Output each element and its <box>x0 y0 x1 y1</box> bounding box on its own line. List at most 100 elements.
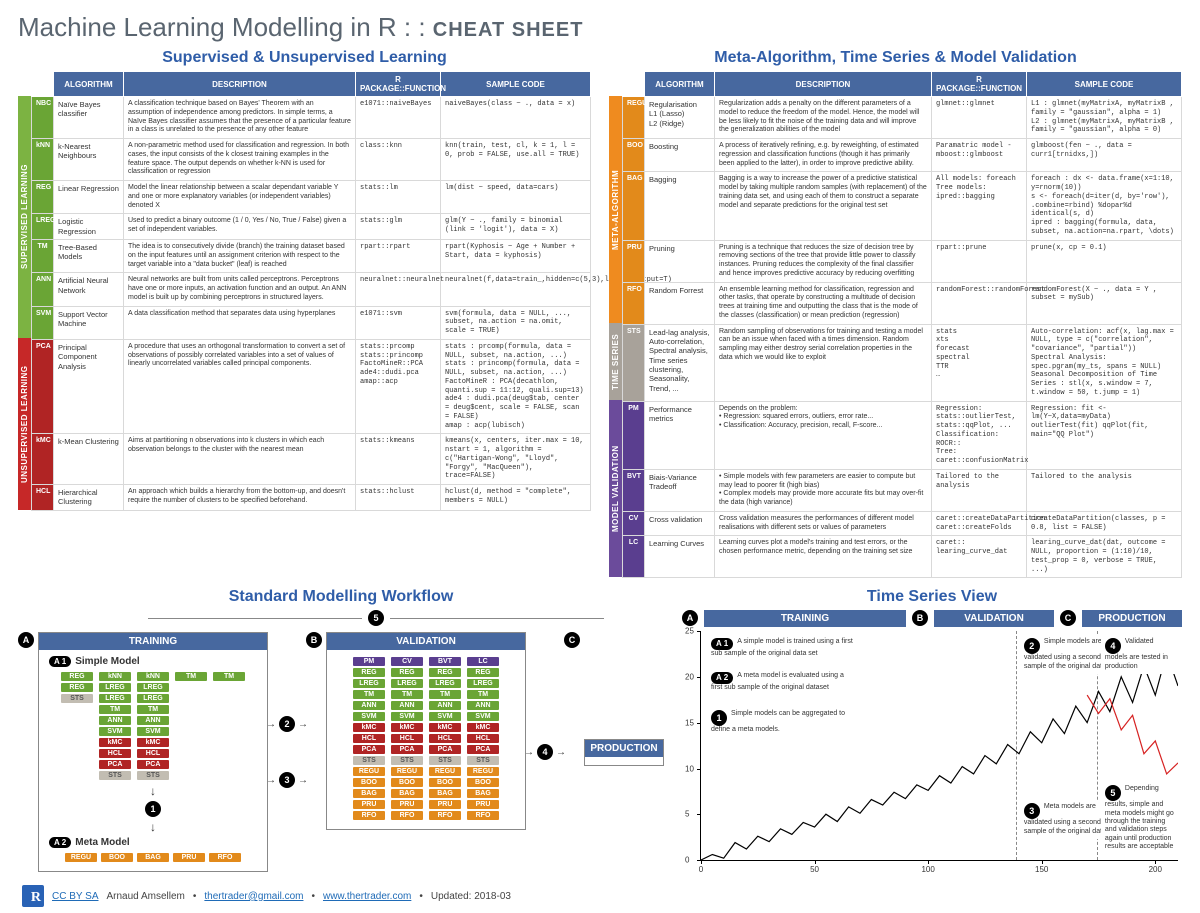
site-link[interactable]: www.thertrader.com <box>323 891 411 902</box>
col-algo: ALGORITHM <box>54 72 124 97</box>
pill-HCL: HCL <box>353 734 385 743</box>
row-code: knn(train, test, cl, k = 1, l = 0, prob … <box>441 139 591 181</box>
row-algo: Learning Curves <box>645 536 715 578</box>
row-desc: Random sampling of observations for trai… <box>715 324 932 401</box>
pill-REG: REG <box>467 668 499 677</box>
timeseries-section: Time Series View A TRAINING B VALIDATION… <box>682 588 1182 877</box>
row-desc: Learning curves plot a model's training … <box>715 536 932 578</box>
row-tag: SVM <box>32 306 54 339</box>
pill-CV: CV <box>391 657 423 666</box>
right-table: ALGORITHM DESCRIPTION R PACKAGE::FUNCTIO… <box>622 71 1182 578</box>
pill-REG: REG <box>391 668 423 677</box>
pill-kNN: kNN <box>137 672 169 681</box>
ts-note: A1A simple model is trained using a firs… <box>707 635 857 661</box>
updated: Updated: 2018-03 <box>431 891 511 902</box>
row-code: hclust(d, method = "complete", members =… <box>441 485 591 511</box>
ts-production: PRODUCTION <box>1082 610 1182 627</box>
row-algo: Hierarchical Clustering <box>54 485 124 511</box>
row-code: glm(Y ~ ., family = binomial (link = 'lo… <box>441 214 591 240</box>
row-tag: BOO <box>623 139 645 172</box>
pill-BAG: BAG <box>467 789 499 798</box>
row-desc: Model the linear relationship between a … <box>124 181 356 214</box>
left-heading: Supervised & Unsupervised Learning <box>18 49 591 67</box>
row-algo: Logistic Regression <box>54 214 124 240</box>
pill-LREG: LREG <box>99 683 131 692</box>
row-code: Tailored to the analysis <box>1027 469 1182 511</box>
pill-PCA: PCA <box>137 760 169 769</box>
pill-TM: TM <box>213 672 245 681</box>
pill-SVM: SVM <box>353 712 385 721</box>
row-code: svm(formula, data = NULL, ..., subset, n… <box>441 306 591 339</box>
row-tag: PRU <box>623 240 645 282</box>
pill-STS: STS <box>99 771 131 780</box>
pill-kMC: kMC <box>429 723 461 732</box>
row-desc: • Simple models with few parameters are … <box>715 469 932 511</box>
pill-PCA: PCA <box>467 745 499 754</box>
pill-kMC: kMC <box>99 738 131 747</box>
row-code: Regression: fit <- lm(Y~X,data=myData) o… <box>1027 401 1182 469</box>
row-pkg: All models: foreach Tree models: ipred::… <box>932 172 1027 240</box>
row-tag: BVT <box>623 469 645 511</box>
pill-BAG: BAG <box>353 789 385 798</box>
pill-ANN: ANN <box>429 701 461 710</box>
train-grid: REGREGSTSkNNLREGLREGTMANNSVMkMCHCLPCASTS… <box>47 671 259 781</box>
right-heading: Meta-Algorithm, Time Series & Model Vali… <box>609 49 1182 67</box>
ts-note: 4Validated models are tested in producti… <box>1101 635 1178 674</box>
row-desc: Pruning is a technique that reduces the … <box>715 240 932 282</box>
row-tag: ANN <box>32 273 54 306</box>
group-tab: META-ALGORITHM <box>609 96 622 323</box>
cc-link[interactable]: CC BY SA <box>52 891 99 902</box>
meta-label: Meta Model <box>75 837 129 848</box>
pill-BAG: BAG <box>429 789 461 798</box>
pill-HCL: HCL <box>467 734 499 743</box>
pill-kNN: kNN <box>99 672 131 681</box>
col-desc: DESCRIPTION <box>124 72 356 97</box>
pill-SVM: SVM <box>467 712 499 721</box>
row-desc: Neural networks are built from units cal… <box>124 273 356 306</box>
left-table: ALGORITHM DESCRIPTION R PACKAGE::FUNCTIO… <box>31 71 591 511</box>
pill-SVM: SVM <box>99 727 131 736</box>
row-desc: An ensemble learning method for classifi… <box>715 282 932 324</box>
pill-REGU: REGU <box>467 767 499 776</box>
pill-BOO: BOO <box>391 778 423 787</box>
row-pkg: Tailored to the analysis <box>932 469 1027 511</box>
row-tag: REGU <box>623 97 645 139</box>
row-tag: CV <box>623 511 645 536</box>
simple-label: Simple Model <box>75 656 139 667</box>
ts-note: A2A meta model is evaluated using a firs… <box>707 669 857 695</box>
pill-BOO: BOO <box>429 778 461 787</box>
row-desc: Cross validation measures the performanc… <box>715 511 932 536</box>
pill-TM: TM <box>175 672 207 681</box>
pill-HCL: HCL <box>429 734 461 743</box>
row-tag: LC <box>623 536 645 578</box>
pill-PCA: PCA <box>429 745 461 754</box>
pill-TM: TM <box>429 690 461 699</box>
pill-REGU: REGU <box>65 853 97 862</box>
row-algo: k-Mean Clustering <box>54 434 124 485</box>
pill-LREG: LREG <box>137 694 169 703</box>
pill-LREG: LREG <box>391 679 423 688</box>
pill-LREG: LREG <box>353 679 385 688</box>
pill-PRU: PRU <box>173 853 205 862</box>
ts-training: TRAINING <box>704 610 906 627</box>
col-desc: DESCRIPTION <box>715 72 932 97</box>
pill-REGU: REGU <box>391 767 423 776</box>
row-algo: Performance metrics <box>645 401 715 469</box>
col-pkg: R PACKAGE::FUNCTION <box>356 72 441 97</box>
row-code: randomForest(X ~ ., data = Y , subset = … <box>1027 282 1182 324</box>
email-link[interactable]: thertrader@gmail.com <box>204 891 303 902</box>
ts-chart: 0510152025050100150200A1A simple model i… <box>700 631 1178 861</box>
pill-REG: REG <box>61 672 93 681</box>
row-code: foreach : dx <- data.frame(x=1:10, y=rno… <box>1027 172 1182 240</box>
row-pkg: e1071::svm <box>356 306 441 339</box>
row-code: lm(dist ~ speed, data=cars) <box>441 181 591 214</box>
row-desc: Depends on the problem: • Regression: sq… <box>715 401 932 469</box>
row-pkg: glmnet::glmnet <box>932 97 1027 139</box>
production-box: PRODUCTION <box>584 739 664 766</box>
workflow-heading: Standard Modelling Workflow <box>18 588 664 606</box>
row-algo: Random Forrest <box>645 282 715 324</box>
row-tag: STS <box>623 324 645 401</box>
footer: R CC BY SA Arnaud Amsellem • thertrader@… <box>18 885 1182 907</box>
ts-note: 1Simple models can be aggregated to defi… <box>707 707 857 737</box>
training-box: TRAINING A1 Simple Model REGREGSTSkNNLRE… <box>38 632 268 872</box>
